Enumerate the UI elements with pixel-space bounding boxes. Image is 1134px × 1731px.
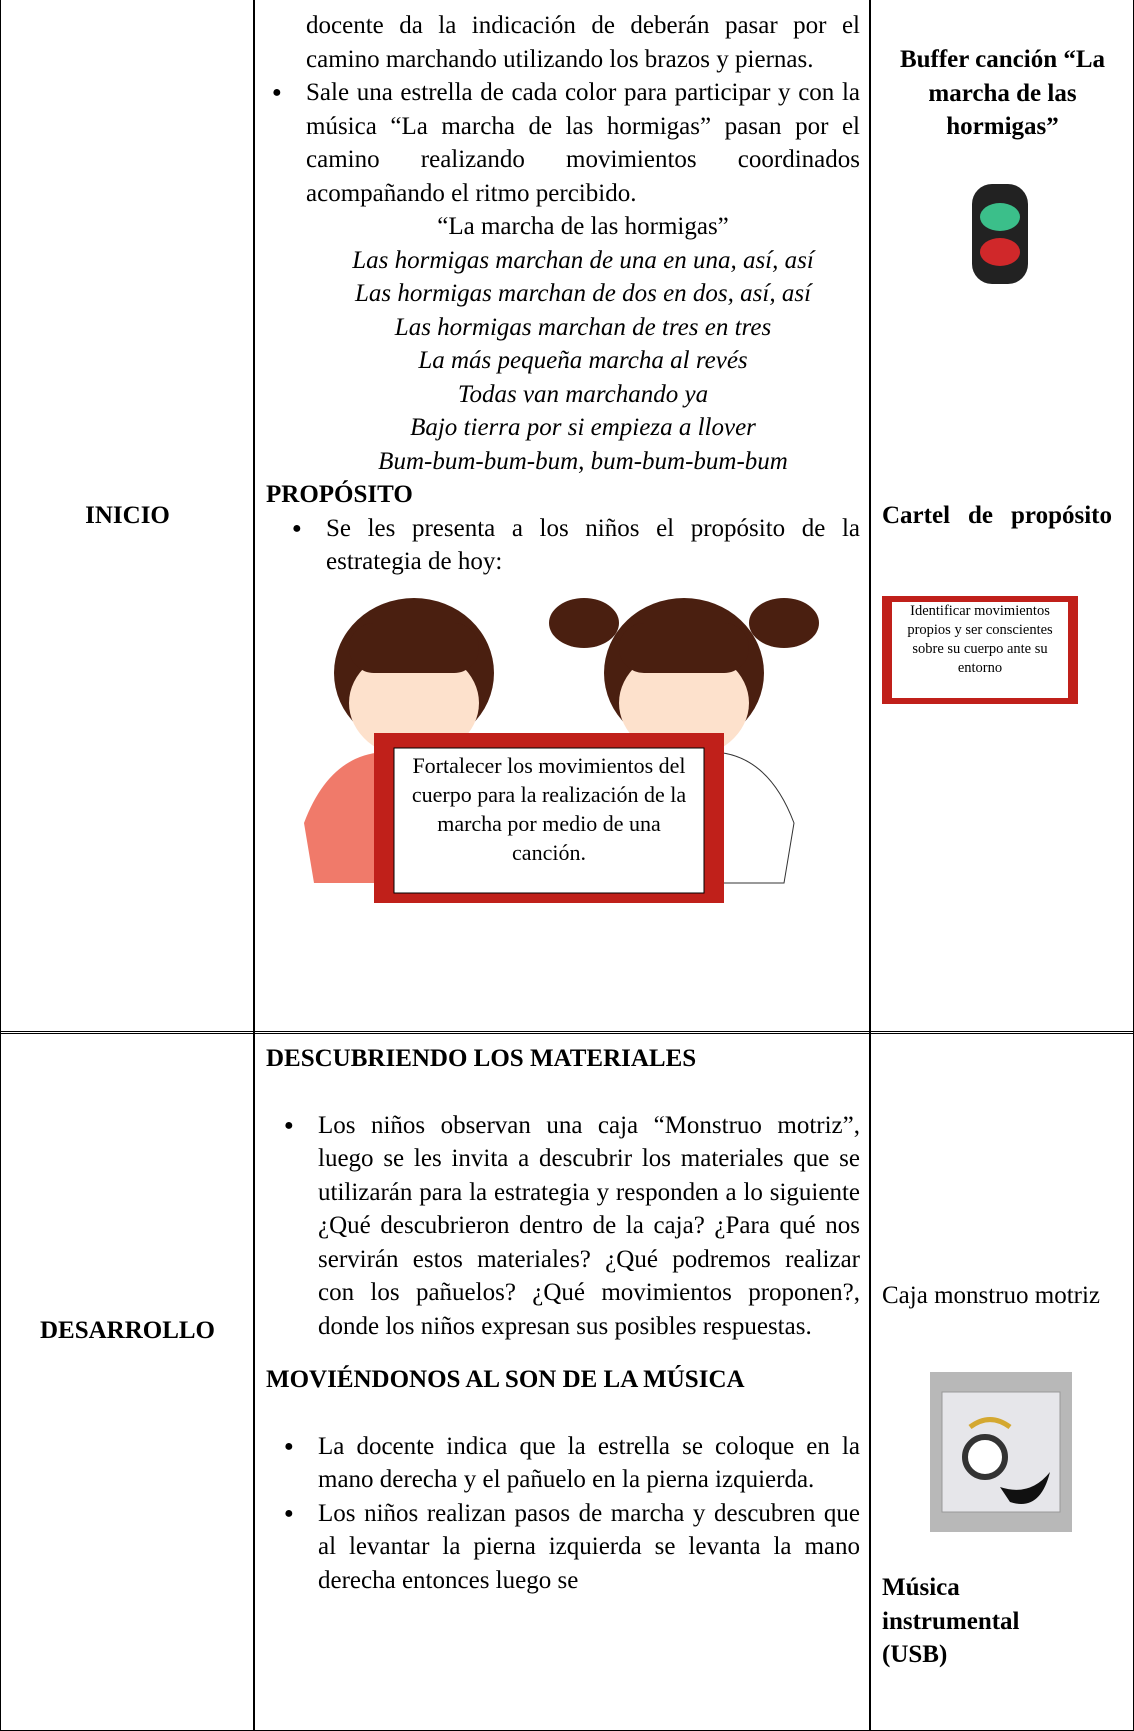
song-line: Las hormigas marchan de tres en tres — [394, 313, 772, 341]
poster-text: Identificar movimientos propios y ser co… — [892, 602, 1068, 698]
bullet-item: Se les presenta a los niños el propósito… — [292, 512, 860, 579]
bullet-item: Sale una estrella de cada color para par… — [272, 76, 860, 210]
section-heading: PROPÓSITO — [266, 481, 413, 508]
bullet-list: Sale una estrella de cada color para par… — [266, 76, 860, 210]
speaker-image — [972, 184, 1028, 284]
kids-illustration: Fortalecer los movimientos del cuerpo pa… — [304, 597, 819, 903]
resource-label: Música instrumental (USB) — [882, 1574, 1020, 1668]
section-heading: MOVIÉNDONOS AL SON DE LA MÚSICA — [266, 1366, 745, 1393]
bullet-list: Se les presenta a los niños el propósito… — [266, 512, 860, 579]
section-heading: DESCUBRIENDO LOS MATERIALES — [266, 1045, 697, 1072]
resource-label: Caja monstruo motriz — [882, 1282, 1101, 1309]
song-line: Bajo tierra por si empieza a llover — [410, 414, 756, 441]
bullet-item: Los niños observan una caja “Monstruo mo… — [284, 1109, 860, 1344]
content-cell: docente da la indicación de deberán pasa… — [253, 0, 871, 1034]
content-cell: DESCUBRIENDO LOS MATERIALES Los niños ob… — [253, 1031, 871, 1731]
resource-label: Buffer canción “La marcha de las hormiga… — [899, 46, 1106, 140]
stage-label: INICIO — [85, 502, 170, 530]
song-line: Todas van marchando ya — [457, 380, 709, 408]
resource-label: Cartel de propósito — [882, 502, 1112, 529]
bullet-item: La docente indica que la estrella se col… — [284, 1430, 860, 1497]
stage-cell: DESARROLLO — [0, 1031, 255, 1731]
bullet-list: La docente indica que la estrella se col… — [266, 1430, 860, 1598]
bullet-item: Los niños realizan pasos de marcha y des… — [284, 1497, 860, 1598]
poster-image: Identificar movimientos propios y ser co… — [882, 596, 1078, 704]
box-image — [930, 1372, 1072, 1532]
song-line: Bum-bum-bum-bum, bum-bum-bum-bum — [378, 447, 788, 475]
song-lyrics: Las hormigas marchan de una en una, así,… — [266, 244, 860, 479]
stage-cell: INICIO — [0, 0, 255, 1034]
song-line: Las hormigas marchan de una en una, así,… — [352, 246, 814, 274]
stage-label: DESARROLLO — [39, 1317, 216, 1345]
sign-text: Fortalecer los movimientos del cuerpo pa… — [411, 752, 687, 865]
song-title: “La marcha de las hormigas” — [437, 213, 729, 240]
resources-cell: Buffer canción “La marcha de las hormiga… — [869, 0, 1134, 1034]
resources-cell: Caja monstruo motriz Música instrumental… — [869, 1031, 1134, 1731]
paragraph: docente da la indicación de deberán pasa… — [306, 12, 860, 73]
song-line: Las hormigas marchan de dos en dos, así,… — [354, 280, 812, 307]
bullet-list: Los niños observan una caja “Monstruo mo… — [266, 1109, 860, 1344]
song-line: La más pequeña marcha al revés — [418, 347, 748, 374]
